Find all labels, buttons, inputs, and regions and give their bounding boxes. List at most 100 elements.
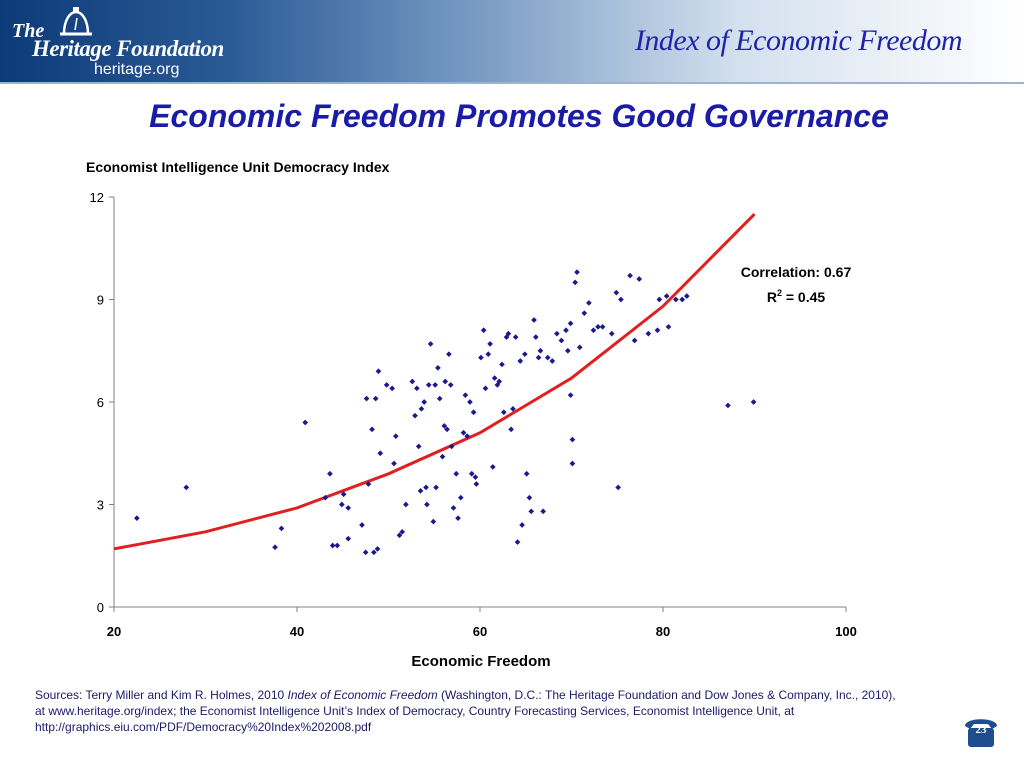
data-point <box>389 385 395 392</box>
data-point <box>656 296 663 303</box>
data-point <box>485 351 492 357</box>
data-point <box>522 351 528 357</box>
data-point <box>432 382 438 388</box>
data-point <box>599 324 606 330</box>
data-point <box>508 426 514 433</box>
data-point <box>278 525 285 532</box>
data-point <box>359 522 365 528</box>
data-point <box>442 378 449 385</box>
data-point <box>462 392 469 398</box>
data-point <box>590 327 597 334</box>
data-point <box>618 296 624 303</box>
y-tick-label: 12 <box>90 190 104 205</box>
data-point <box>327 470 333 477</box>
data-point <box>391 460 397 467</box>
trendline <box>113 213 756 551</box>
phone-badge-icon <box>965 719 997 747</box>
data-point <box>554 330 560 337</box>
data-point <box>572 279 578 286</box>
data-point <box>345 505 352 511</box>
data-point <box>365 481 372 487</box>
data-point <box>412 412 418 419</box>
r2-value: = 0.45 <box>782 289 825 305</box>
y-tick-label: 0 <box>97 600 104 615</box>
data-point <box>510 406 516 412</box>
x-tick-label: 20 <box>107 624 121 639</box>
data-point <box>329 542 336 549</box>
data-point <box>569 460 576 467</box>
data-point <box>683 293 690 299</box>
y-tick-label: 3 <box>97 498 104 513</box>
r-squared-label: R2 = 0.45 <box>767 288 826 305</box>
data-point <box>450 505 457 511</box>
sources-line-1-a: Sources: Terry Miller and Kim R. Holmes,… <box>35 688 288 702</box>
data-point <box>423 484 429 491</box>
x-axis-label: Economic Freedom <box>411 653 550 670</box>
heritage-logo[interactable]: The Heritage Foundation heritage.org <box>10 6 224 80</box>
data-point <box>446 351 452 357</box>
data-point <box>636 276 643 282</box>
data-point <box>334 542 341 549</box>
data-point <box>383 382 390 388</box>
header-band <box>0 0 1024 82</box>
header-title: Index of Economic Freedom <box>634 24 963 57</box>
data-point <box>487 341 493 347</box>
data-point <box>430 518 437 525</box>
page-number: 23 <box>975 724 987 736</box>
data-point <box>586 300 592 306</box>
data-point <box>414 385 420 392</box>
sources-line-2: at www.heritage.org/index; the Economist… <box>35 704 795 718</box>
data-point <box>567 320 574 327</box>
slide-title: Economic Freedom Promotes Good Governanc… <box>149 98 889 134</box>
data-point <box>750 399 757 405</box>
data-point <box>528 508 535 515</box>
data-points <box>134 269 757 556</box>
data-point <box>453 470 460 477</box>
data-point <box>478 354 484 361</box>
data-point <box>415 443 422 450</box>
data-point <box>417 488 424 494</box>
data-point <box>519 522 525 528</box>
data-point <box>595 324 601 330</box>
data-point <box>468 470 475 477</box>
data-point <box>549 358 556 364</box>
data-point <box>514 539 521 545</box>
data-point <box>183 484 190 491</box>
axis-ticks: 0 3 6 9 12 20 40 60 80 100 <box>90 190 857 639</box>
data-point <box>608 330 615 337</box>
data-point <box>377 450 384 457</box>
x-tick-label: 100 <box>835 624 857 639</box>
data-point <box>544 354 551 361</box>
data-point <box>517 358 524 364</box>
data-point <box>363 395 370 402</box>
data-point <box>345 535 352 542</box>
logo-name: Heritage Foundation <box>32 36 224 61</box>
data-point <box>409 378 416 385</box>
data-point <box>369 426 375 433</box>
data-point <box>679 296 686 303</box>
data-point <box>672 296 679 303</box>
x-tick-label: 60 <box>473 624 487 639</box>
data-point <box>472 474 479 480</box>
logo-url[interactable]: heritage.org <box>94 61 180 78</box>
data-point <box>576 344 583 351</box>
data-point <box>663 293 670 299</box>
data-point <box>505 330 512 337</box>
data-point <box>569 436 576 443</box>
data-point <box>362 549 369 556</box>
data-point <box>374 546 381 552</box>
r2-superscript: 2 <box>777 288 782 298</box>
data-point <box>396 532 403 539</box>
logo-the: The <box>12 20 45 42</box>
r2-prefix: R <box>767 289 777 305</box>
data-point <box>375 368 382 375</box>
data-point <box>496 378 503 385</box>
data-point <box>482 385 489 392</box>
data-point <box>499 361 505 368</box>
data-point <box>613 289 620 296</box>
data-point <box>531 317 537 323</box>
x-tick-label: 80 <box>656 624 670 639</box>
data-point <box>399 529 406 535</box>
x-tick-label: 40 <box>290 624 304 639</box>
data-point <box>441 423 448 429</box>
